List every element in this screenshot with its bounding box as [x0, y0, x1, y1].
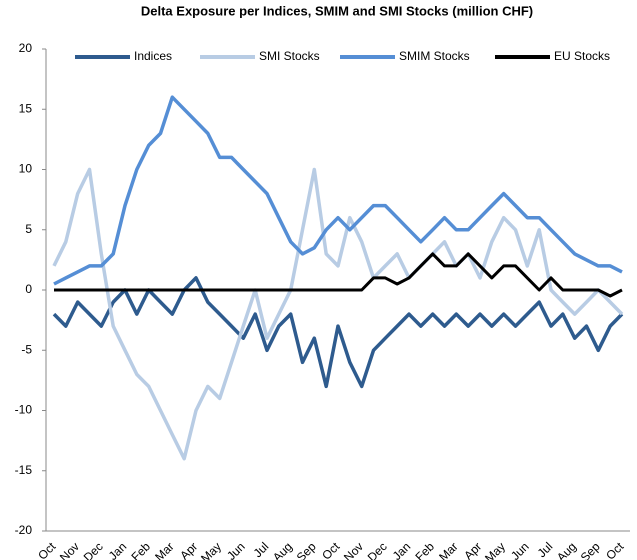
y-tick-label: 0 [25, 282, 32, 296]
x-tick-label: Jun [508, 539, 532, 560]
x-tick-label: Feb [129, 539, 154, 560]
x-tick-label: Jan [106, 539, 130, 560]
x-tick-label: Apr [177, 539, 200, 560]
legend-label: SMI Stocks [259, 49, 320, 63]
y-tick-label: 20 [19, 41, 33, 55]
x-tick-label: Aug [554, 539, 579, 560]
legend-label: SMIM Stocks [399, 49, 470, 63]
legend-label: EU Stocks [554, 49, 610, 63]
x-tick-label: Mar [436, 539, 461, 560]
y-tick-label: 15 [19, 101, 33, 115]
series-line [52, 276, 624, 389]
x-tick-label: Mar [152, 539, 177, 560]
y-tick-label: -10 [15, 403, 33, 417]
y-tick-label: 10 [19, 162, 33, 176]
legend-label: Indices [134, 49, 172, 63]
x-tick-label: Sep [294, 539, 319, 560]
x-tick-label: May [198, 539, 224, 560]
x-tick-label: May [482, 539, 508, 560]
y-tick-label: 5 [25, 222, 32, 236]
y-tick-label: -15 [15, 463, 33, 477]
x-tick-label: Oct [35, 539, 59, 560]
x-tick-label: Nov [341, 539, 366, 560]
x-tick-label: Jun [224, 539, 248, 560]
x-tick-label: Jan [390, 539, 414, 560]
y-tick-label: -5 [21, 342, 32, 356]
x-tick-label: Sep [578, 539, 603, 560]
series-line [53, 95, 623, 286]
x-tick-label: Feb [413, 539, 438, 560]
x-tick-label: Nov [57, 539, 82, 560]
x-tick-label: Dec [365, 539, 390, 560]
series-line [54, 252, 623, 298]
x-tick-label: Jul [535, 539, 556, 560]
x-tick-label: Jul [251, 539, 272, 560]
x-tick-label: Dec [81, 539, 106, 560]
x-tick-label: Aug [270, 539, 295, 560]
y-tick-label: -20 [15, 523, 33, 537]
series-line [52, 167, 624, 461]
chart-title: Delta Exposure per Indices, SMIM and SMI… [141, 3, 533, 18]
x-tick-label: Oct [319, 539, 343, 560]
x-tick-label: Oct [603, 539, 627, 560]
x-tick-label: Apr [461, 539, 484, 560]
